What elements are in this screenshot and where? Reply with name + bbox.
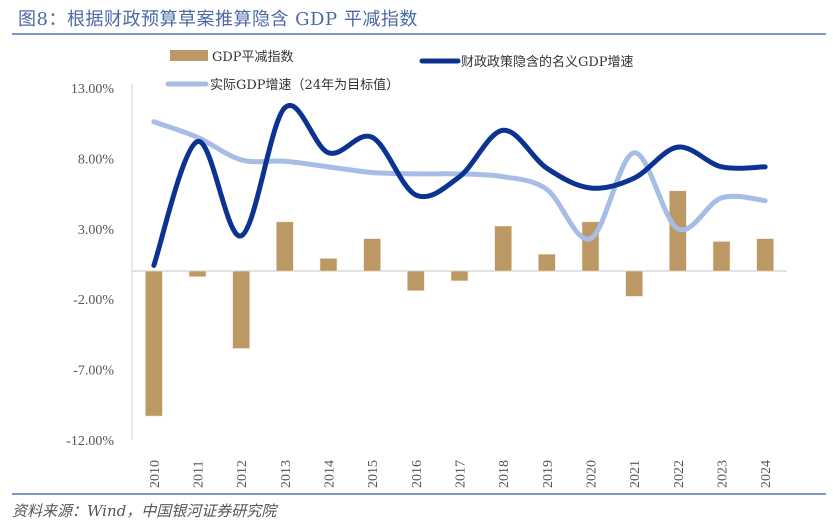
x-tick-label: 2020 — [585, 460, 600, 488]
bar — [363, 238, 381, 272]
legend: GDP平减指数 财政政策隐含的名义GDP增速 实际GDP增速（24年为目标值） — [165, 50, 634, 93]
line-nominal-gdp-growth — [151, 102, 768, 268]
x-tick-label: 2017 — [454, 460, 469, 488]
y-tick-label: -2.00% — [73, 293, 114, 308]
line-series — [151, 102, 768, 268]
line-real-gdp-growth — [151, 119, 768, 242]
x-tick-label: 2011 — [192, 461, 207, 488]
bar — [450, 270, 469, 282]
legend-label-real: 实际GDP增速（24年为目标值） — [210, 77, 399, 93]
x-tick-label: 2015 — [366, 460, 381, 488]
bar — [494, 225, 512, 272]
bar — [232, 270, 250, 349]
y-tick-label: 8.00% — [78, 152, 115, 167]
legend-swatch-bar — [170, 50, 208, 61]
chart-title: 图8：根据财政预算草案推算隐含 GDP 平减指数 — [18, 9, 418, 30]
bar — [188, 270, 207, 277]
y-tick-label: -12.00% — [66, 434, 114, 449]
header-rule — [12, 33, 826, 35]
x-tick-label: 2024 — [759, 460, 774, 488]
y-tick-label: -7.00% — [73, 364, 114, 379]
x-tick-label: 2014 — [323, 460, 338, 488]
y-tick-label: 3.00% — [78, 223, 115, 238]
footer-rule — [12, 493, 826, 495]
legend-label-bar: GDP平减指数 — [212, 50, 294, 65]
source-note: 资料来源：Wind，中国银河证券研究院 — [12, 502, 277, 520]
bar — [625, 270, 643, 297]
bar — [276, 221, 294, 272]
x-tick-label: 2021 — [628, 460, 643, 488]
x-tick-label: 2023 — [716, 460, 731, 488]
axes: 13.00% 8.00% 3.00% -2.00% -7.00% -12.00% 2010 2… — [66, 82, 787, 488]
bar — [145, 270, 163, 417]
bar — [538, 253, 556, 272]
legend-label-nominal: 财政政策隐含的名义GDP增速 — [461, 54, 634, 70]
bar — [319, 258, 338, 272]
bar — [756, 238, 774, 272]
x-tick-label: 2018 — [497, 460, 512, 488]
x-tick-label: 2022 — [672, 460, 687, 488]
x-tick-label: 2010 — [148, 460, 163, 488]
bar — [712, 241, 731, 272]
x-tick-label: 2012 — [235, 460, 250, 488]
y-tick-label: 13.00% — [71, 82, 115, 97]
x-tick-label: 2016 — [410, 460, 425, 488]
bar-series — [145, 190, 774, 417]
bar — [407, 270, 425, 292]
x-tick-label: 2019 — [541, 460, 556, 488]
x-tick-label: 2013 — [279, 460, 294, 488]
